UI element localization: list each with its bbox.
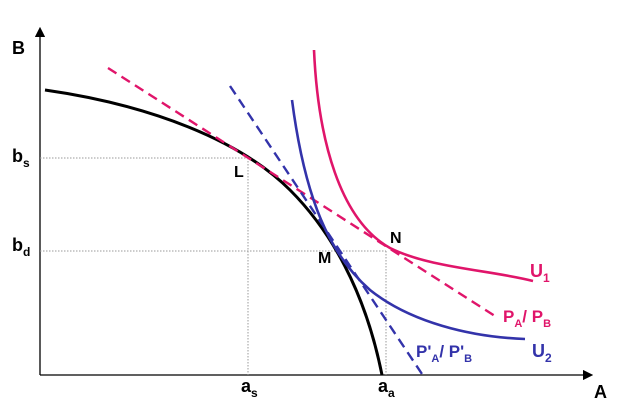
- indifference-curve-u2: [290, 99, 526, 341]
- production-frontier-curve: [44, 88, 384, 376]
- x-tick-as: as: [241, 376, 258, 400]
- y-tick-bs: bs: [12, 146, 30, 170]
- y-tick-bd: bd: [12, 235, 30, 259]
- x-tick-aa: aa: [378, 376, 395, 400]
- pa-pb-label: PA/ PB: [503, 307, 551, 330]
- guide-lines: [40, 157, 387, 375]
- price-line-pa-pb: [107, 66, 499, 320]
- x-axis-label: A: [594, 382, 607, 402]
- point-l-label: L: [234, 164, 244, 181]
- y-axis-label: B: [12, 38, 25, 58]
- u2-label: U2: [532, 341, 552, 365]
- point-m-label: M: [318, 250, 331, 267]
- pa-prime-pb-prime-label: P'A/ P'B: [416, 342, 472, 365]
- price-line-pa-prime-pb-prime: [229, 85, 423, 375]
- point-n-label: N: [390, 230, 402, 247]
- u1-label: U1: [530, 261, 550, 285]
- indifference-curve-u1: [312, 49, 534, 283]
